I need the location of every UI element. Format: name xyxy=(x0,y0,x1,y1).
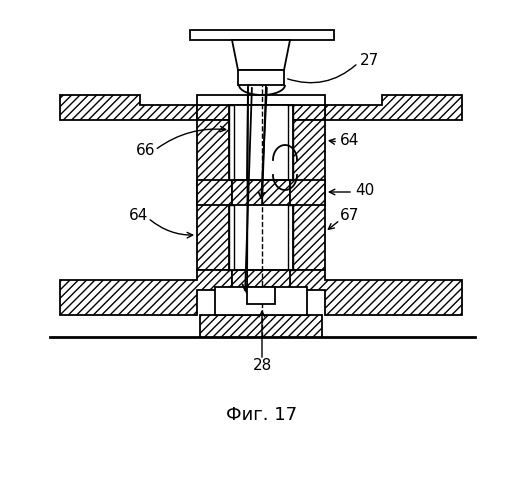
Bar xyxy=(229,205,234,270)
Bar xyxy=(197,180,232,205)
Bar xyxy=(290,180,325,205)
Polygon shape xyxy=(232,40,290,70)
Bar xyxy=(288,205,293,270)
Bar xyxy=(197,105,325,120)
Bar xyxy=(234,205,288,270)
Text: 66: 66 xyxy=(135,143,155,158)
Bar xyxy=(215,287,307,315)
Bar xyxy=(288,105,293,180)
Bar xyxy=(234,105,288,180)
Bar xyxy=(232,180,290,205)
Bar xyxy=(190,30,334,40)
Polygon shape xyxy=(290,270,462,315)
Text: 67: 67 xyxy=(340,208,360,223)
Bar xyxy=(232,270,290,315)
Bar xyxy=(197,95,325,105)
Bar xyxy=(290,120,325,270)
Text: 64: 64 xyxy=(129,208,148,223)
Text: Фиг. 17: Фиг. 17 xyxy=(226,406,298,424)
Polygon shape xyxy=(60,270,232,315)
Text: 28: 28 xyxy=(253,358,271,373)
Text: 64: 64 xyxy=(340,133,360,148)
Polygon shape xyxy=(60,95,197,120)
Bar xyxy=(197,120,232,270)
Polygon shape xyxy=(325,95,462,120)
Bar xyxy=(247,287,275,304)
Polygon shape xyxy=(238,70,284,85)
Text: 40: 40 xyxy=(355,183,374,198)
Text: 27: 27 xyxy=(360,53,379,68)
Bar xyxy=(229,105,234,180)
Bar xyxy=(200,315,322,337)
